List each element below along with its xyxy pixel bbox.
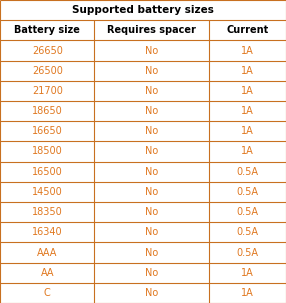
Text: Supported battery sizes: Supported battery sizes [72, 5, 214, 15]
Text: No: No [145, 126, 158, 136]
Text: 1A: 1A [241, 86, 254, 96]
Text: AA: AA [40, 268, 54, 278]
Text: Current: Current [226, 25, 269, 35]
Text: 18650: 18650 [32, 106, 63, 116]
Text: 0.5A: 0.5A [237, 167, 258, 177]
Text: 1A: 1A [241, 45, 254, 55]
Text: 21700: 21700 [32, 86, 63, 96]
Text: 0.5A: 0.5A [237, 248, 258, 258]
Text: 16650: 16650 [32, 126, 63, 136]
Text: 1A: 1A [241, 288, 254, 298]
Text: Requires spacer: Requires spacer [107, 25, 196, 35]
Text: 26500: 26500 [32, 66, 63, 76]
Text: No: No [145, 167, 158, 177]
Text: No: No [145, 146, 158, 157]
Text: No: No [145, 106, 158, 116]
Text: 0.5A: 0.5A [237, 227, 258, 237]
Text: 18500: 18500 [32, 146, 63, 157]
Text: AAA: AAA [37, 248, 57, 258]
Text: 1A: 1A [241, 106, 254, 116]
Text: C: C [44, 288, 51, 298]
Text: 1A: 1A [241, 126, 254, 136]
Text: No: No [145, 45, 158, 55]
Text: Battery size: Battery size [14, 25, 80, 35]
Text: No: No [145, 86, 158, 96]
Text: 1A: 1A [241, 146, 254, 157]
Text: No: No [145, 248, 158, 258]
Text: No: No [145, 207, 158, 217]
Text: No: No [145, 187, 158, 197]
Text: 1A: 1A [241, 268, 254, 278]
Text: 26650: 26650 [32, 45, 63, 55]
Text: No: No [145, 227, 158, 237]
Text: 16500: 16500 [32, 167, 63, 177]
Text: 16340: 16340 [32, 227, 63, 237]
Text: No: No [145, 66, 158, 76]
Text: 0.5A: 0.5A [237, 187, 258, 197]
Text: 18350: 18350 [32, 207, 63, 217]
Text: No: No [145, 288, 158, 298]
Text: 0.5A: 0.5A [237, 207, 258, 217]
Text: 14500: 14500 [32, 187, 63, 197]
Text: No: No [145, 268, 158, 278]
Text: 1A: 1A [241, 66, 254, 76]
